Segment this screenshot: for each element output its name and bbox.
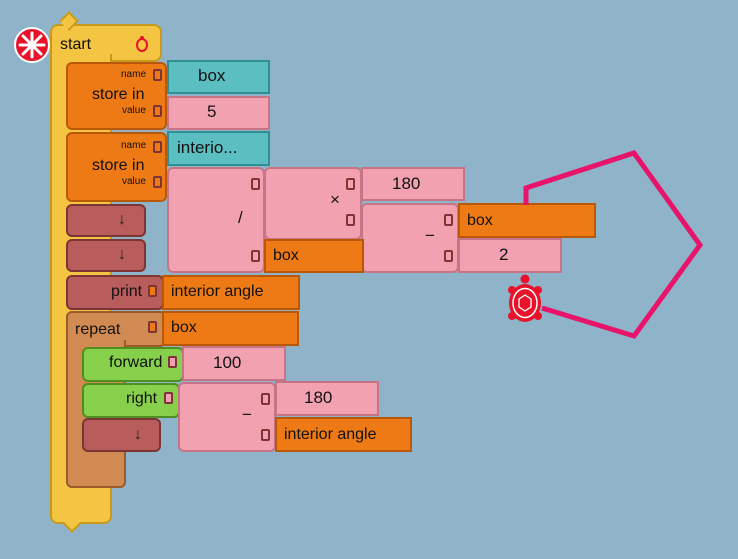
socket bbox=[251, 250, 260, 262]
divide-operator: / bbox=[238, 208, 243, 227]
store2-name-value: interio... bbox=[177, 138, 238, 157]
store1-name-field[interactable] bbox=[167, 60, 270, 94]
multiply-180-value: 180 bbox=[392, 174, 421, 193]
socket bbox=[153, 141, 162, 153]
right-angle-value: interior angle bbox=[284, 426, 377, 443]
repeat-count-value: box bbox=[171, 319, 197, 336]
store-block-2[interactable] bbox=[66, 132, 167, 202]
divide-box-field[interactable] bbox=[264, 239, 364, 273]
socket bbox=[148, 285, 157, 297]
start-label: start bbox=[60, 36, 92, 53]
store1-value-field[interactable] bbox=[167, 96, 270, 130]
socket bbox=[251, 178, 260, 190]
right-180-value: 180 bbox=[304, 388, 333, 407]
socket bbox=[153, 105, 162, 117]
socket bbox=[153, 69, 162, 81]
socket bbox=[261, 393, 270, 405]
print-label: print bbox=[111, 283, 143, 300]
multiply-180-field[interactable] bbox=[361, 167, 465, 201]
stub-block-3[interactable] bbox=[82, 418, 161, 452]
store2-name-field[interactable] bbox=[167, 131, 270, 166]
repeat-count-field[interactable] bbox=[162, 311, 299, 346]
stop-button[interactable] bbox=[14, 27, 50, 63]
minus-2-field[interactable] bbox=[458, 238, 562, 273]
store1-name-label: name bbox=[121, 69, 147, 80]
socket bbox=[153, 176, 162, 188]
store2-value-label: value bbox=[122, 176, 146, 187]
turtle-icon bbox=[136, 36, 148, 52]
store-block-1[interactable] bbox=[66, 62, 167, 130]
right-label: right bbox=[126, 390, 158, 407]
socket bbox=[346, 178, 355, 190]
forward-label: forward bbox=[109, 354, 163, 371]
print-value: interior angle bbox=[171, 283, 264, 300]
store1-value-label: value bbox=[122, 105, 146, 116]
stub-block-1[interactable] bbox=[66, 204, 146, 237]
right-180-field[interactable] bbox=[275, 381, 379, 416]
stub-arrow-3: ↓ bbox=[134, 426, 142, 443]
right-angle-field[interactable] bbox=[275, 417, 412, 452]
store2-label: store in bbox=[92, 157, 145, 174]
stop-icon bbox=[18, 31, 46, 59]
socket bbox=[444, 250, 453, 262]
right-minus-operator: − bbox=[242, 405, 252, 424]
multiply-operator: × bbox=[330, 190, 340, 209]
forward-block[interactable] bbox=[82, 347, 184, 382]
print-block[interactable] bbox=[66, 275, 164, 310]
socket bbox=[168, 356, 177, 368]
minus-block[interactable] bbox=[361, 203, 459, 273]
repeat-label: repeat bbox=[75, 321, 121, 338]
socket bbox=[444, 214, 453, 226]
store1-value-value: 5 bbox=[207, 102, 217, 121]
store2-name-label: name bbox=[121, 140, 147, 151]
socket bbox=[346, 214, 355, 226]
socket bbox=[148, 321, 157, 333]
store1-name-value: box bbox=[198, 66, 226, 85]
stub-arrow-1: ↓ bbox=[118, 211, 126, 228]
store1-label: store in bbox=[92, 86, 145, 103]
minus-box-value: box bbox=[467, 212, 493, 229]
right-block[interactable] bbox=[82, 383, 180, 418]
minus-2-value: 2 bbox=[499, 245, 509, 264]
stub-arrow-2: ↓ bbox=[118, 246, 126, 263]
socket bbox=[261, 429, 270, 441]
socket bbox=[164, 392, 173, 404]
forward-value-field[interactable] bbox=[182, 346, 286, 381]
print-value-field[interactable] bbox=[162, 275, 300, 310]
minus-operator: − bbox=[425, 226, 435, 245]
divide-block[interactable] bbox=[167, 167, 265, 273]
forward-value: 100 bbox=[213, 353, 242, 372]
divide-box-value: box bbox=[273, 247, 299, 264]
turtle-sprite bbox=[508, 274, 542, 322]
stub-block-2[interactable] bbox=[66, 239, 146, 272]
